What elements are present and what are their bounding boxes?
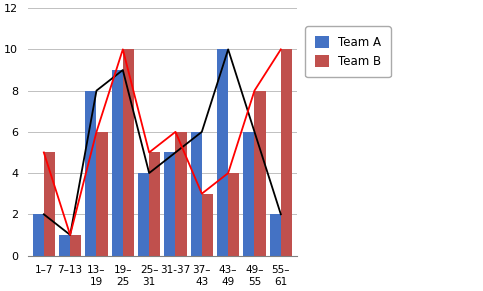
Bar	[33, 214, 44, 255]
Bar	[44, 152, 55, 255]
Bar	[255, 91, 266, 255]
Bar	[270, 214, 281, 255]
Bar	[191, 132, 202, 255]
Bar	[175, 132, 186, 255]
Bar	[70, 235, 81, 255]
Bar	[138, 173, 149, 255]
Bar	[97, 132, 108, 255]
Bar	[228, 173, 239, 255]
Bar	[281, 49, 292, 255]
Bar	[217, 49, 228, 255]
Bar	[123, 49, 134, 255]
Bar	[243, 132, 255, 255]
Legend: Team A, Team B: Team A, Team B	[305, 26, 391, 77]
Bar	[149, 152, 160, 255]
Bar	[164, 152, 175, 255]
Bar	[202, 194, 213, 255]
Bar	[59, 235, 70, 255]
Bar	[112, 70, 123, 255]
Bar	[85, 91, 97, 255]
